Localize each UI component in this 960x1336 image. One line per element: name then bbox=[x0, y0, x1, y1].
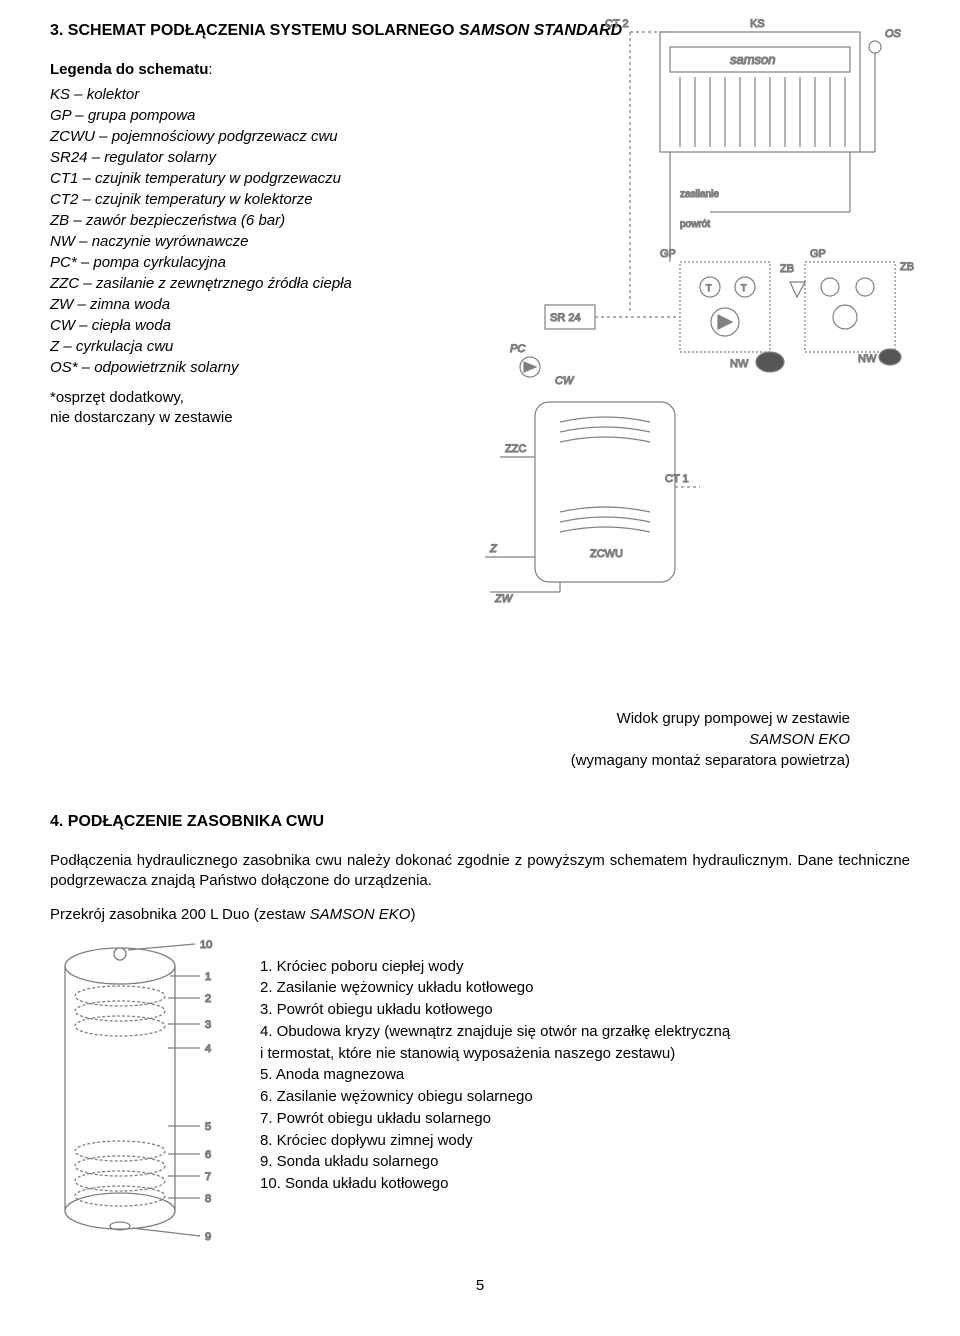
svg-text:4: 4 bbox=[205, 1043, 211, 1055]
svg-text:SR 24: SR 24 bbox=[550, 312, 581, 324]
svg-text:ZW: ZW bbox=[494, 593, 514, 605]
section-4-paragraph: Podłączenia hydraulicznego zasobnika cwu… bbox=[50, 851, 910, 892]
legend-item: NW – naczynie wyrównawcze bbox=[50, 231, 470, 252]
svg-text:5: 5 bbox=[205, 1121, 211, 1133]
caption-line: SAMSON EKO bbox=[50, 729, 850, 750]
legend-item: CW – ciepła woda bbox=[50, 315, 470, 336]
svg-text:10: 10 bbox=[200, 939, 212, 951]
legend-title: Legenda do schematu: bbox=[50, 60, 470, 80]
svg-text:T: T bbox=[706, 283, 712, 293]
svg-text:2: 2 bbox=[205, 993, 211, 1005]
legend-item: SR24 – regulator solarny bbox=[50, 147, 470, 168]
footnote-line: nie dostarczany w zestawie bbox=[50, 408, 470, 428]
svg-text:GP: GP bbox=[660, 248, 676, 260]
svg-text:samson: samson bbox=[730, 52, 776, 67]
svg-text:1: 1 bbox=[205, 971, 211, 983]
legend-item: ZCWU – pojemnościowy podgrzewacz cwu bbox=[50, 126, 470, 147]
svg-text:NW: NW bbox=[730, 358, 749, 370]
legend-item: OS* – odpowietrznik solarny bbox=[50, 357, 470, 378]
legend-item: KS – kolektor bbox=[50, 84, 470, 105]
legend-item: Z – cyrkulacja cwu bbox=[50, 336, 470, 357]
tank-item: 4. Obudowa kryzy (wewnątrz znajduje się … bbox=[260, 1021, 730, 1043]
svg-text:ZCWU: ZCWU bbox=[590, 548, 623, 560]
cross-section-label: Przekrój zasobnika 200 L Duo (zestaw SAM… bbox=[50, 905, 910, 925]
tank-item: 1. Króciec poboru ciepłej wody bbox=[260, 956, 730, 978]
svg-text:CW: CW bbox=[555, 375, 575, 387]
page-number: 5 bbox=[50, 1276, 910, 1296]
tank-item: 10. Sonda układu kotłowego bbox=[260, 1173, 730, 1195]
svg-text:Z: Z bbox=[489, 543, 498, 555]
svg-text:CT 2: CT 2 bbox=[605, 18, 629, 30]
legend-item: CT1 – czujnik temperatury w podgrzewaczu bbox=[50, 168, 470, 189]
tank-item: 5. Anoda magnezowa bbox=[260, 1064, 730, 1086]
legend-item: ZZC – zasilanie z zewnętrznego źródła ci… bbox=[50, 273, 470, 294]
caption-line: (wymagany montaż separatora powietrza) bbox=[50, 750, 850, 771]
legend-list: KS – kolektor GP – grupa pompowa ZCWU – … bbox=[50, 84, 470, 378]
legend-item: ZB – zawór bezpieczeństwa (6 bar) bbox=[50, 210, 470, 231]
svg-text:PC: PC bbox=[510, 343, 525, 355]
tank-item: 9. Sonda układu solarnego bbox=[260, 1151, 730, 1173]
svg-text:8: 8 bbox=[205, 1193, 211, 1205]
svg-text:OS: OS bbox=[885, 28, 902, 40]
section-4-heading: 4. PODŁĄCZENIE ZASOBNIKA CWU bbox=[50, 811, 910, 833]
section-4: 4. PODŁĄCZENIE ZASOBNIKA CWU Podłączenia… bbox=[50, 811, 910, 1245]
svg-text:zasilanie: zasilanie bbox=[680, 189, 719, 200]
tank-item: 7. Powrót obiegu układu solarnego bbox=[260, 1108, 730, 1130]
svg-text:ZB: ZB bbox=[900, 261, 914, 273]
heading-text: 3. SCHEMAT PODŁĄCZENIA SYSTEMU SOLARNEGO bbox=[50, 22, 459, 39]
svg-text:T: T bbox=[741, 283, 747, 293]
caption-line: Widok grupy pompowej w zestawie bbox=[50, 708, 850, 729]
svg-text:CT 1: CT 1 bbox=[665, 473, 689, 485]
tank-diagram: 10 1 2 3 4 5 6 7 8 9 bbox=[50, 936, 230, 1246]
svg-text:powrót: powrót bbox=[680, 219, 710, 230]
svg-text:KS: KS bbox=[750, 18, 765, 30]
legend-column: Legenda do schematu: KS – kolektor GP – … bbox=[50, 60, 470, 429]
legend-item: CT2 – czujnik temperatury w kolektorze bbox=[50, 189, 470, 210]
tank-item: 3. Powrót obiegu układu kotłowego bbox=[260, 999, 730, 1021]
tank-item: 2. Zasilanie wężownicy układu kotłowego bbox=[260, 977, 730, 999]
tank-item: 8. Króciec dopływu zimnej wody bbox=[260, 1130, 730, 1152]
solar-schematic-diagram: samson CT 2 KS OS bbox=[470, 12, 930, 612]
svg-text:ZZC: ZZC bbox=[505, 443, 526, 455]
footnote-line: *osprzęt dodatkowy, bbox=[50, 388, 470, 408]
svg-text:9: 9 bbox=[205, 1231, 211, 1243]
svg-text:6: 6 bbox=[205, 1149, 211, 1161]
tank-item: i termostat, które nie stanowią wyposaże… bbox=[260, 1043, 730, 1065]
section-3: 3. SCHEMAT PODŁĄCZENIA SYSTEMU SOLARNEGO… bbox=[50, 20, 910, 771]
svg-text:ZB: ZB bbox=[780, 263, 794, 275]
svg-text:NW: NW bbox=[858, 353, 877, 365]
legend-footnote: *osprzęt dodatkowy, nie dostarczany w ze… bbox=[50, 388, 470, 429]
svg-text:7: 7 bbox=[205, 1171, 211, 1183]
legend-item: GP – grupa pompowa bbox=[50, 105, 470, 126]
svg-text:3: 3 bbox=[205, 1019, 211, 1031]
legend-item: ZW – zimna woda bbox=[50, 294, 470, 315]
svg-text:GP: GP bbox=[810, 248, 826, 260]
pump-group-caption: Widok grupy pompowej w zestawie SAMSON E… bbox=[50, 708, 910, 771]
tank-labels-list: 1. Króciec poboru ciepłej wody 2. Zasila… bbox=[230, 936, 730, 1195]
legend-item: PC* – pompa cyrkulacyjna bbox=[50, 252, 470, 273]
tank-cross-section-row: 10 1 2 3 4 5 6 7 8 9 1. Króciec poboru c… bbox=[50, 936, 910, 1246]
tank-item: 6. Zasilanie wężownicy obiegu solarnego bbox=[260, 1086, 730, 1108]
